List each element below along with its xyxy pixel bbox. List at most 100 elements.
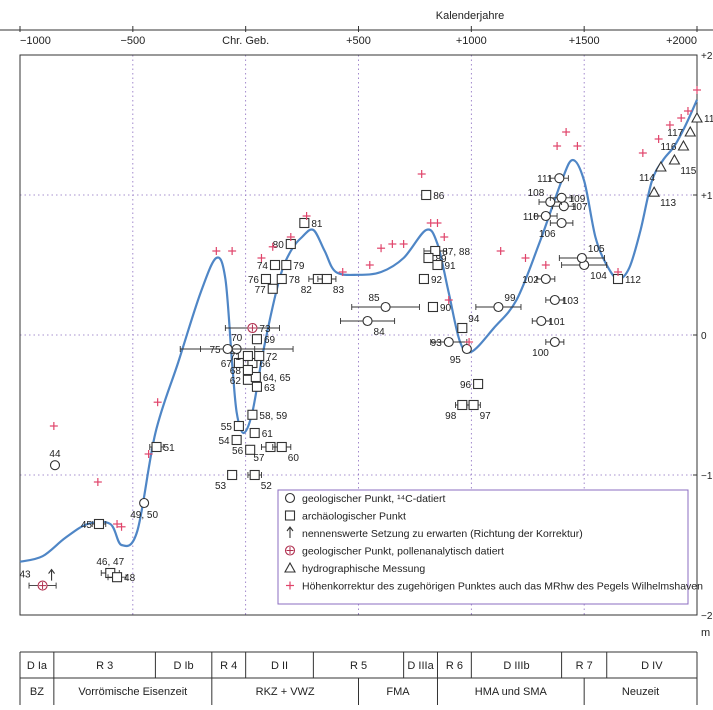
arch-point-marker — [468, 399, 479, 411]
geo-point-marker — [576, 252, 587, 264]
geo-point-marker — [380, 301, 391, 313]
data-point: 86 — [421, 189, 445, 202]
geo-point-marker — [549, 336, 560, 348]
y-tick-label: +1 — [701, 191, 713, 202]
point-label: 89 — [435, 254, 447, 265]
geo-point-marker — [540, 273, 551, 285]
data-point: 84 — [339, 315, 396, 338]
point-label: 112 — [625, 275, 641, 286]
point-label: 117 — [667, 128, 683, 139]
correction-crosses-layer — [49, 86, 701, 531]
point-label: 63 — [264, 383, 276, 394]
point-label: 99 — [504, 293, 516, 304]
arch-point-marker — [249, 427, 260, 439]
correction-cross — [117, 522, 126, 531]
point-label: 118 — [704, 114, 713, 125]
period-table: D Ia R 3 D Ib R 4 D II R 5 D IIIa R 6 D IIIb R 7 D… — [19, 651, 698, 705]
legend-item-label: geologischer Punkt, pollenanalytisch dat… — [302, 546, 504, 558]
period-label: R 4 — [220, 660, 237, 672]
correction-cross — [465, 338, 474, 346]
data-point: 43 — [19, 568, 57, 591]
point-label: 69 — [264, 335, 276, 346]
arch-point-marker — [251, 334, 262, 345]
data-point: 97 — [466, 399, 491, 422]
correction-cross — [377, 244, 386, 253]
point-label: 92 — [431, 275, 443, 286]
geo-point-marker — [558, 201, 569, 212]
point-label: 106 — [539, 229, 556, 240]
geo-point-marker — [493, 301, 504, 313]
correction-cross — [654, 135, 663, 143]
point-label: 100 — [532, 348, 549, 359]
correction-cross — [113, 520, 122, 528]
data-point: 79 — [281, 259, 305, 272]
point-label: 116 — [661, 142, 677, 153]
point-label: 57 — [253, 453, 265, 464]
correction-cross — [521, 254, 530, 262]
x-axis-title: Kalenderjahre — [436, 10, 505, 22]
arch-point-marker — [457, 399, 468, 411]
y-tick-label: +2 — [701, 51, 713, 62]
data-point: 55 — [221, 420, 244, 433]
point-label: 114 — [639, 173, 655, 184]
point-label: 74 — [257, 261, 269, 272]
point-label: 90 — [440, 303, 452, 314]
data-point: 89 — [423, 252, 447, 265]
arch-point-marker — [267, 283, 278, 294]
period-label: R 7 — [576, 660, 593, 672]
data-point: 72 — [254, 350, 278, 363]
data-point: 109 — [549, 192, 586, 205]
geo-point-marker — [554, 173, 565, 184]
point-label: 43 — [19, 570, 31, 581]
point-label: 66 — [259, 359, 271, 370]
point-label: 91 — [444, 261, 456, 272]
point-label: 111 — [537, 174, 553, 185]
data-point: 105 — [558, 244, 605, 264]
data-point: 99 — [475, 293, 522, 313]
data-point: 118 — [691, 111, 713, 125]
arch-point-marker — [276, 441, 287, 453]
point-label: 62 — [230, 376, 242, 387]
correction-cross — [614, 268, 623, 276]
era-label: RKZ + VWZ — [256, 686, 315, 698]
geo-point-marker — [362, 315, 373, 327]
legend-item: geologischer Punkt, pollenanalytisch dat… — [284, 545, 504, 558]
geo-point-marker — [461, 343, 472, 355]
arch-point-marker — [457, 322, 468, 334]
arch-point-marker — [321, 273, 332, 285]
sea-level-curve — [19, 99, 699, 563]
point-label: 108 — [528, 188, 545, 199]
arch-point-marker — [247, 409, 258, 420]
geo-point-marker — [443, 336, 454, 348]
point-label: 110 — [523, 212, 539, 223]
data-point: 78 — [276, 273, 301, 286]
point-label: 78 — [289, 275, 301, 286]
data-point: 92 — [418, 273, 443, 286]
y-tick-label: −2 — [701, 611, 713, 622]
point-label: 45 — [81, 520, 93, 531]
arch-point-marker — [242, 364, 253, 376]
geo-point-marker — [284, 492, 296, 504]
arch-point-marker — [473, 378, 484, 390]
data-point: 48 — [107, 572, 136, 584]
point-label: 113 — [660, 198, 676, 209]
data-point: 67 — [221, 357, 244, 370]
period-label: D IIIa — [407, 660, 434, 672]
point-label: 71 — [230, 352, 242, 363]
data-point: 100 — [532, 336, 565, 359]
correction-cross — [49, 422, 58, 430]
point-label: 60 — [288, 453, 300, 464]
data-point: 45 — [81, 518, 107, 531]
period-label: R 3 — [96, 660, 113, 672]
data-point: 96 — [460, 378, 484, 391]
correction-cross — [257, 254, 266, 262]
geo-point-marker — [556, 217, 567, 229]
arch-point-marker — [151, 441, 162, 453]
point-label: 46, 47 — [96, 557, 124, 568]
arch-point-marker — [418, 273, 429, 285]
arrow-head — [286, 526, 294, 532]
data-point: 112 — [612, 273, 641, 286]
data-point: 95 — [450, 343, 472, 366]
point-label: 80 — [273, 240, 285, 251]
data-point: 58, 59 — [247, 409, 288, 422]
